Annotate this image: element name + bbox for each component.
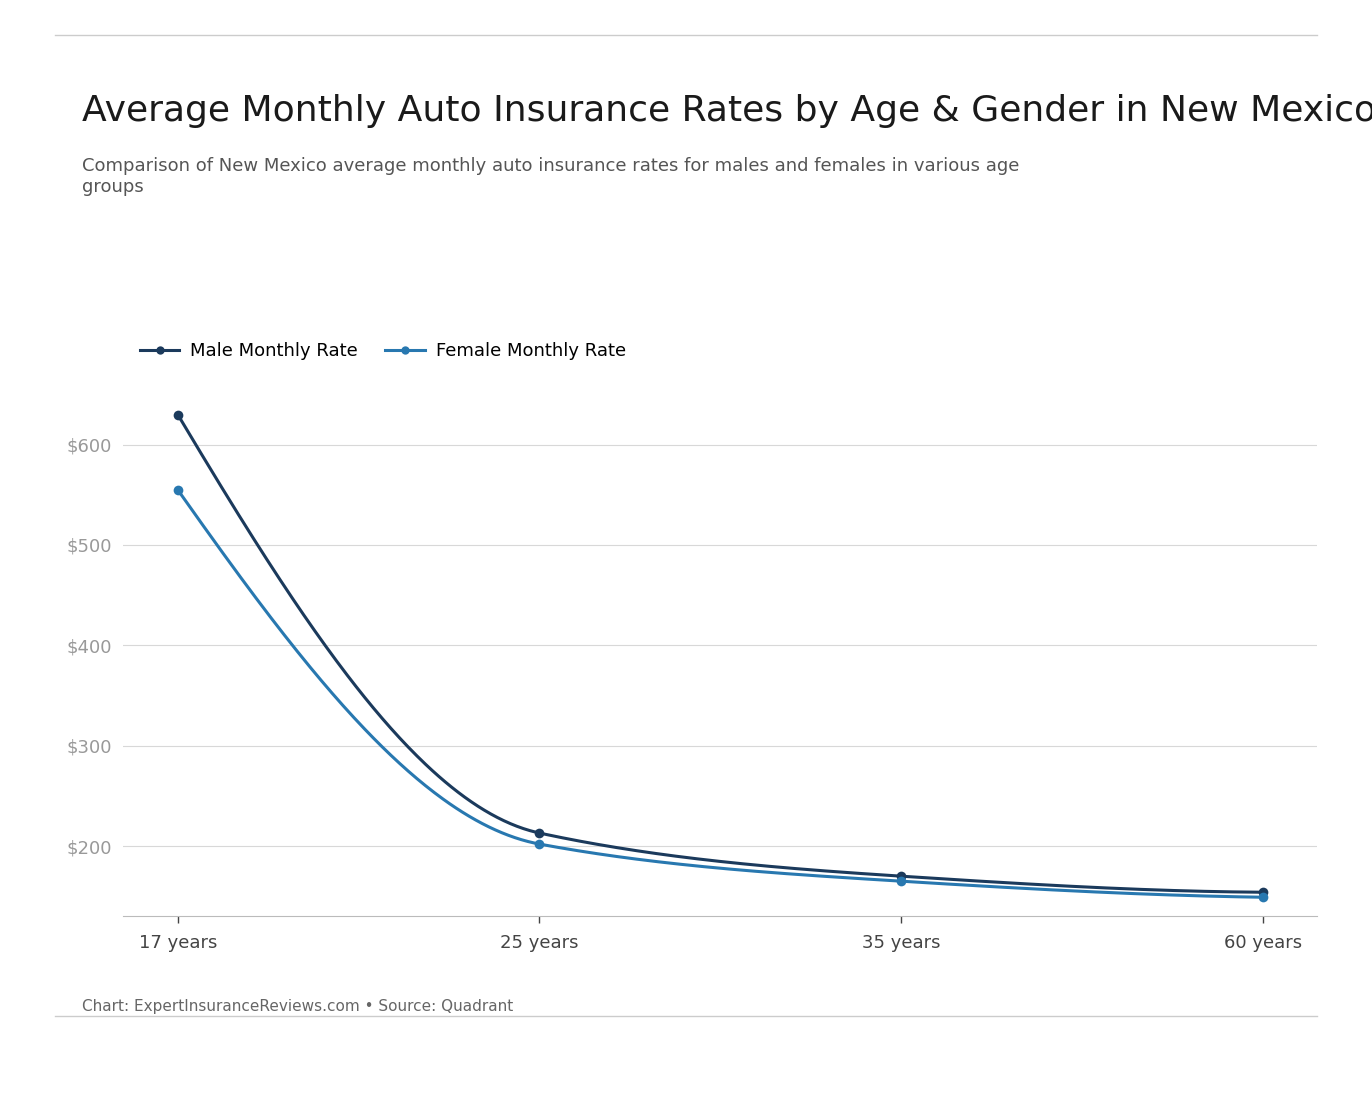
Text: Comparison of New Mexico average monthly auto insurance rates for males and fema: Comparison of New Mexico average monthly… <box>82 157 1019 195</box>
Text: Chart: ExpertInsuranceReviews.com • Source: Quadrant: Chart: ExpertInsuranceReviews.com • Sour… <box>82 999 513 1015</box>
Text: Average Monthly Auto Insurance Rates by Age & Gender in New Mexico: Average Monthly Auto Insurance Rates by … <box>82 94 1372 128</box>
Legend: Male Monthly Rate, Female Monthly Rate: Male Monthly Rate, Female Monthly Rate <box>133 335 632 368</box>
